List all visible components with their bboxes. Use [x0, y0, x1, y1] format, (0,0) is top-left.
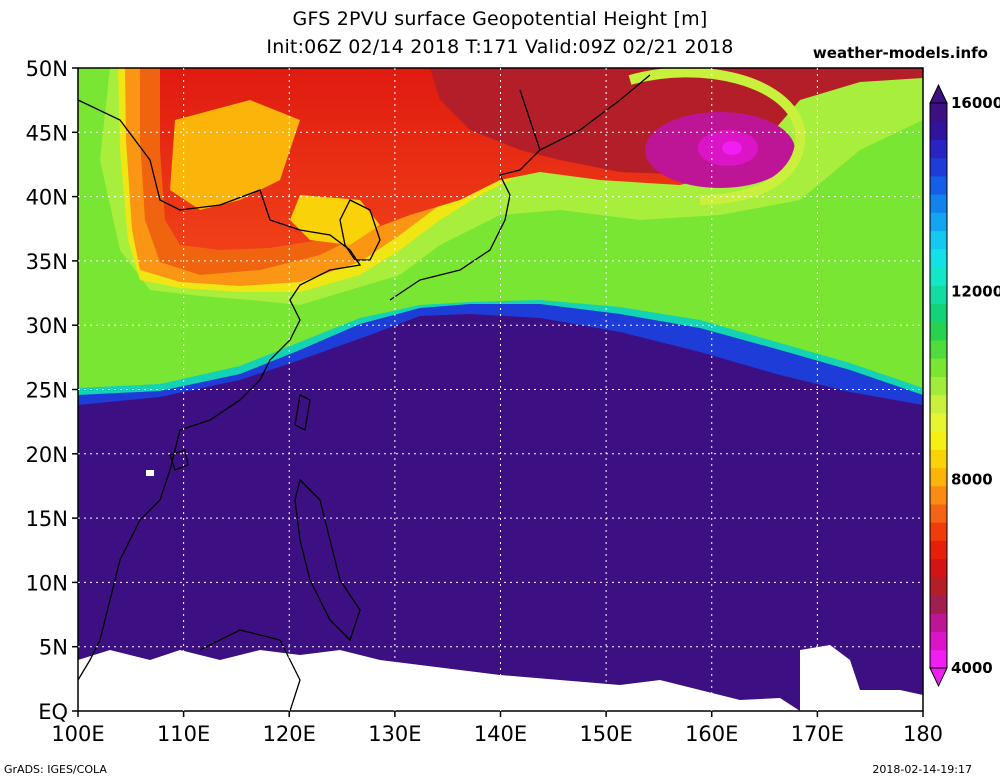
coast-japan [389, 89, 541, 301]
lat-tick-label: 20N [26, 443, 68, 467]
colorbar-segment [930, 503, 947, 523]
lon-tick-label: 180 [903, 722, 943, 746]
lat-tick-label: 30N [26, 314, 68, 338]
lon-tick-label: 120E [263, 722, 316, 746]
coast-philippines [294, 478, 361, 642]
lat-tick-label: 40N [26, 186, 68, 210]
lat-tick-label: 35N [26, 250, 68, 274]
colorbar-segment [930, 157, 947, 177]
field-magenta-center [722, 141, 742, 155]
colorbar-segment [930, 485, 947, 505]
colorbar-segment [930, 212, 947, 232]
coastlines [78, 74, 651, 711]
colorbar-segment [930, 376, 947, 396]
lon-tick-label: 100E [51, 722, 104, 746]
colorbar-segment [930, 194, 947, 213]
colorbar-segment [930, 394, 947, 414]
lon-tick-label: 130E [368, 722, 421, 746]
missing-data-east [800, 645, 923, 711]
title-line-1: GFS 2PVU surface Geopotential Height [m] [292, 8, 708, 30]
longitude-axis: 100E 110E 120E 130E 140E 150E 160E 170E 180 [51, 711, 943, 746]
coast-korea [339, 199, 381, 261]
lon-tick-label: 150E [579, 722, 632, 746]
latitude-axis: EQ 5N 10N 15N 20N 25N 30N 35N 40N 45N 50N [26, 57, 78, 724]
colorbar-segment [930, 139, 947, 159]
colorbar-segment [930, 431, 947, 450]
lat-tick-label: 15N [26, 507, 68, 531]
colorbar-segment [930, 339, 947, 359]
missing-data-dot [146, 470, 154, 476]
colorbar-segment [930, 230, 947, 250]
coast-borneo [199, 629, 301, 711]
colorbar-segment [930, 285, 947, 304]
colorbar-segment [930, 412, 947, 432]
colorbar-segment [930, 175, 947, 195]
lat-tick-label: 50N [26, 57, 68, 81]
colorbar-segment [930, 303, 947, 323]
colorbar-segment [930, 522, 947, 541]
coast-asia-mainland [78, 99, 362, 681]
lat-tick-label: EQ [38, 700, 68, 724]
lat-tick-label: 5N [39, 636, 68, 660]
field-vortex-ring [628, 68, 806, 205]
colorbar-segment [930, 121, 947, 140]
colorbar-segment [930, 103, 947, 122]
brand-label: weather-models.info [812, 44, 988, 62]
colorbar-segment [930, 449, 947, 469]
field-orange-pocket [170, 100, 300, 210]
coast-hainan [169, 449, 189, 471]
title-line-2: Init:06Z 02/14 2018 T:171 Valid:09Z 02/2… [266, 36, 734, 58]
lat-tick-label: 25N [26, 379, 68, 403]
lon-tick-label: 140E [474, 722, 527, 746]
colorbar-segment [930, 248, 947, 268]
colorbar-bottom-arrow [929, 667, 948, 688]
colorbar-top-arrow [929, 83, 948, 104]
colorbar-segment [930, 467, 947, 487]
colorbar-segment [930, 576, 947, 596]
lon-tick-label: 160E [685, 722, 738, 746]
colorbar-segment [930, 540, 947, 560]
lat-tick-label: 10N [26, 571, 68, 595]
lat-tick-label: 45N [26, 121, 68, 145]
colorbar-frame [929, 102, 948, 669]
colorbar-label: 16000 [951, 94, 1000, 112]
colorbar-segment [930, 631, 947, 651]
colorbar-segment [930, 267, 947, 286]
colorbar-segment [930, 358, 947, 377]
lon-tick-label: 170E [791, 722, 844, 746]
colorbar-segment [930, 321, 947, 341]
colorbar-label: 8000 [951, 471, 993, 489]
colorbar-segment [930, 595, 947, 614]
colorbar: 4000 8000 12000 16000 [929, 83, 1000, 688]
colorbar-segment [930, 558, 947, 578]
colorbar-segment [930, 613, 947, 633]
coast-taiwan [294, 394, 311, 431]
colorbar-label: 4000 [951, 659, 993, 677]
coast-kurils [539, 74, 651, 151]
footer-timestamp: 2018-02-14-19:17 [872, 763, 972, 776]
colorbar-segment [930, 649, 947, 669]
footer-credit: GrADS: IGES/COLA [4, 763, 107, 776]
colorbar-label: 12000 [951, 282, 1000, 300]
missing-data-south [78, 650, 800, 711]
lon-tick-label: 110E [157, 722, 210, 746]
graticule [78, 68, 923, 711]
